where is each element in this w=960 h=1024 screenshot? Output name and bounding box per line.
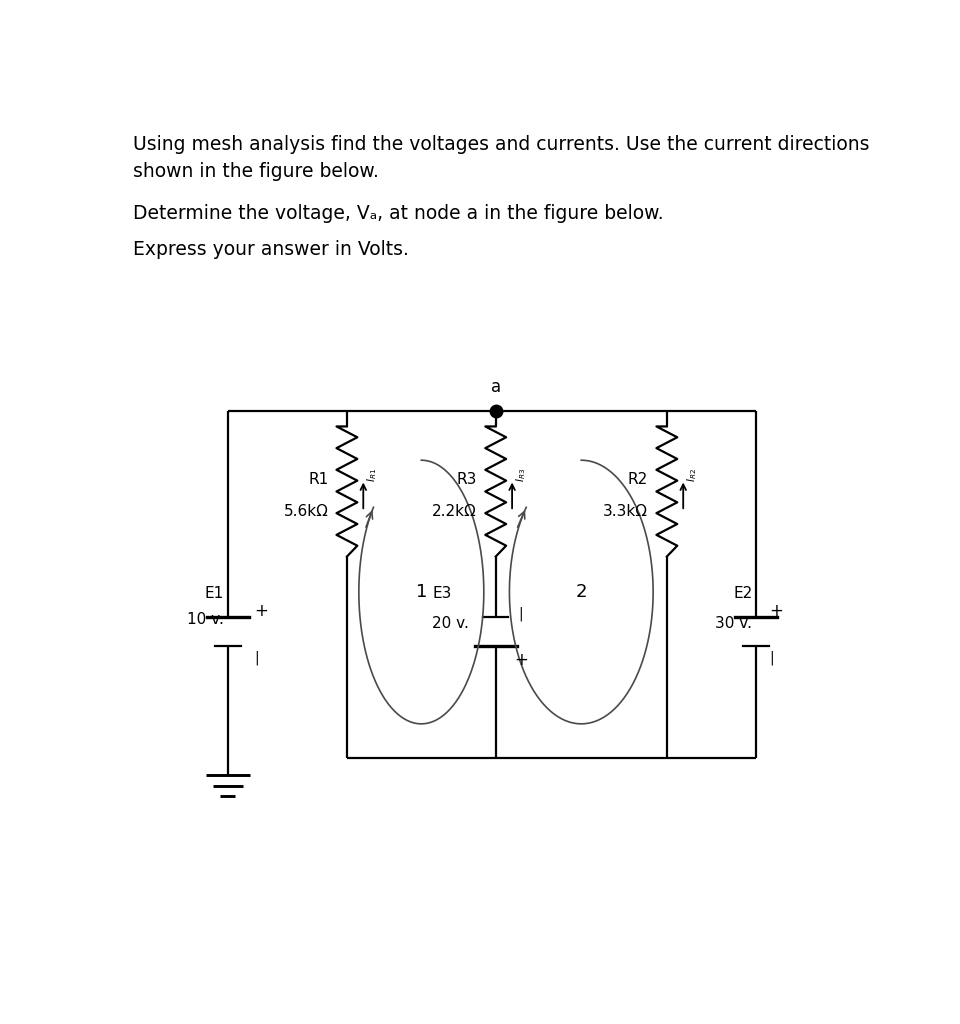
Text: +: +	[515, 651, 528, 669]
Text: |: |	[253, 650, 258, 665]
Text: 2.2kΩ: 2.2kΩ	[432, 504, 477, 519]
Text: $I_{R3}$: $I_{R3}$	[515, 468, 528, 482]
Text: |: |	[770, 650, 774, 665]
Text: 5.6kΩ: 5.6kΩ	[283, 504, 328, 519]
Text: |: |	[518, 606, 522, 621]
Text: +: +	[770, 602, 783, 620]
Text: shown in the figure below.: shown in the figure below.	[133, 162, 379, 180]
Text: +: +	[253, 602, 268, 620]
Text: 10 v.: 10 v.	[187, 612, 224, 627]
Text: E3: E3	[432, 586, 452, 601]
Text: a: a	[491, 379, 501, 396]
Text: E1: E1	[204, 586, 224, 601]
Text: $I_{R2}$: $I_{R2}$	[685, 468, 699, 482]
Text: E2: E2	[733, 586, 753, 601]
Text: R2: R2	[628, 472, 648, 487]
Text: Using mesh analysis find the voltages and currents. Use the current directions: Using mesh analysis find the voltages an…	[133, 135, 870, 154]
Text: R1: R1	[308, 472, 328, 487]
Text: 20 v.: 20 v.	[432, 616, 469, 631]
Text: 2: 2	[576, 583, 587, 601]
Text: Determine the voltage, Vₐ, at node a in the figure below.: Determine the voltage, Vₐ, at node a in …	[133, 204, 664, 223]
Text: 3.3kΩ: 3.3kΩ	[603, 504, 648, 519]
Text: Express your answer in Volts.: Express your answer in Volts.	[133, 241, 409, 259]
Text: R3: R3	[457, 472, 477, 487]
Text: 30 v.: 30 v.	[715, 616, 753, 631]
Text: $I_{R1}$: $I_{R1}$	[366, 468, 379, 482]
Text: 1: 1	[416, 583, 427, 601]
